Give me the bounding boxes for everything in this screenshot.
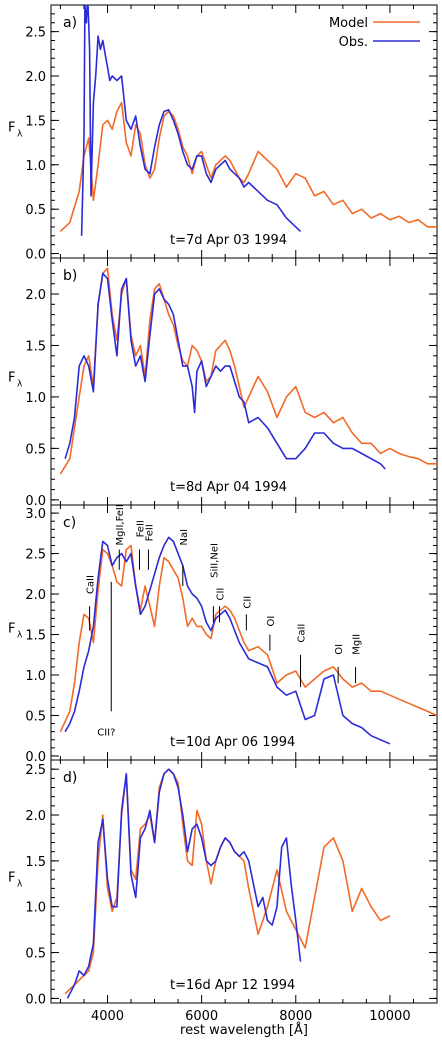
panel-caption: t=16d Apr 12 1994	[170, 978, 295, 993]
panel-c: 0.0 0.5 1.0 1.5 2.0 2.5 3.0 F λ c) t=10d Apr 06 19…	[8, 504, 438, 765]
panel-letter: b)	[63, 268, 77, 284]
annotation-label: CII?	[97, 728, 115, 739]
series-line-obs	[66, 768, 302, 999]
annotation-label: CaII	[86, 575, 97, 594]
annotation-label: SiII,NeI	[209, 543, 220, 578]
series-line-model	[59, 544, 437, 733]
series-line-model	[64, 768, 391, 995]
series-line-model	[59, 267, 437, 475]
annotation-label: OI	[266, 616, 277, 627]
x-tick-label: 8000	[279, 1009, 312, 1024]
y-axis-label-subscript: λ	[17, 130, 23, 140]
y-tick-label: 1.0	[25, 391, 46, 406]
annotation-label: FeII	[144, 524, 155, 541]
y-axis-label: F	[8, 121, 15, 136]
panel-a: 0.0 0.5 1.0 1.5 2.0 2.5 F λ a) t=7d Apr 03 1994	[8, 4, 438, 263]
panel-caption: t=10d Apr 06 1994	[170, 735, 295, 750]
plot-frame	[50, 759, 438, 1004]
y-axis-label: F	[8, 871, 15, 886]
annotation-label: OI	[334, 644, 345, 655]
panel-letter: d)	[63, 770, 77, 786]
y-tick-label: 1.5	[25, 629, 46, 644]
panel-letter: c)	[63, 515, 76, 531]
y-axis-label-subscript: λ	[17, 380, 23, 390]
y-tick-label: 0.0	[25, 494, 46, 509]
x-axis-label: rest wavelength [Å]	[180, 1022, 308, 1038]
annotation-label: NaI	[179, 529, 190, 546]
y-axis-label: F	[8, 371, 15, 386]
plot-frame	[50, 4, 438, 259]
panel-d: 0.0 0.5 1.0 1.5 2.0 2.5 F λ d) t=16d Apr 12 1994	[8, 759, 438, 1007]
plot-frame	[50, 504, 438, 761]
y-tick-label: 0.5	[25, 947, 46, 962]
y-axis-label-subscript: λ	[17, 631, 23, 641]
annotation-label: MgII	[352, 634, 363, 655]
annotation-label: CII	[216, 588, 227, 601]
y-tick-label: 0.0	[25, 750, 46, 765]
y-tick-label: 1.0	[25, 901, 46, 916]
annotation-label: CaII	[296, 624, 307, 643]
panel-b: 0.0 0.5 1.0 1.5 2.0 F λ b) t=8d Apr 04 1994	[8, 257, 438, 509]
x-tick-label: 10000	[369, 1009, 410, 1024]
legend-obs-label: Obs.	[339, 35, 368, 50]
y-tick-label: 0.5	[25, 442, 46, 457]
x-tick-label: 6000	[185, 1009, 218, 1024]
panel-caption: t=7d Apr 03 1994	[170, 233, 287, 248]
y-tick-label: 1.5	[25, 114, 46, 129]
y-tick-label: 2.5	[25, 26, 46, 41]
y-tick-label: 2.5	[25, 548, 46, 563]
y-tick-label: 2.0	[25, 288, 46, 303]
y-tick-label: 0.5	[25, 203, 46, 218]
panel-letter: a)	[63, 15, 77, 31]
annotation-label: CII	[242, 596, 253, 609]
annotation-label: MgII,FeII	[115, 504, 126, 545]
y-tick-label: 2.0	[25, 809, 46, 824]
annotation-label: FeII	[135, 520, 146, 537]
y-tick-label: 1.5	[25, 855, 46, 870]
y-tick-label: 1.0	[25, 669, 46, 684]
y-tick-label: 2.0	[25, 70, 46, 85]
y-tick-label: 1.0	[25, 159, 46, 174]
legend-model-label: Model	[329, 16, 368, 31]
y-axis-label: F	[8, 622, 15, 637]
series-line-obs	[64, 536, 391, 745]
x-tick-label: 4000	[91, 1009, 124, 1024]
y-tick-label: 0.0	[25, 992, 46, 1007]
series-line-obs	[64, 272, 386, 470]
y-tick-label: 2.0	[25, 588, 46, 603]
y-tick-label: 0.5	[25, 709, 46, 724]
y-tick-label: 2.5	[25, 763, 46, 778]
y-tick-label: 1.5	[25, 339, 46, 354]
y-axis-label-subscript: λ	[17, 880, 23, 890]
y-tick-label: 3.0	[25, 507, 46, 522]
series-line-obs	[80, 5, 302, 236]
y-tick-label: 0.0	[25, 248, 46, 263]
panel-caption: t=8d Apr 04 1994	[170, 480, 287, 495]
series-line-model	[59, 101, 437, 232]
